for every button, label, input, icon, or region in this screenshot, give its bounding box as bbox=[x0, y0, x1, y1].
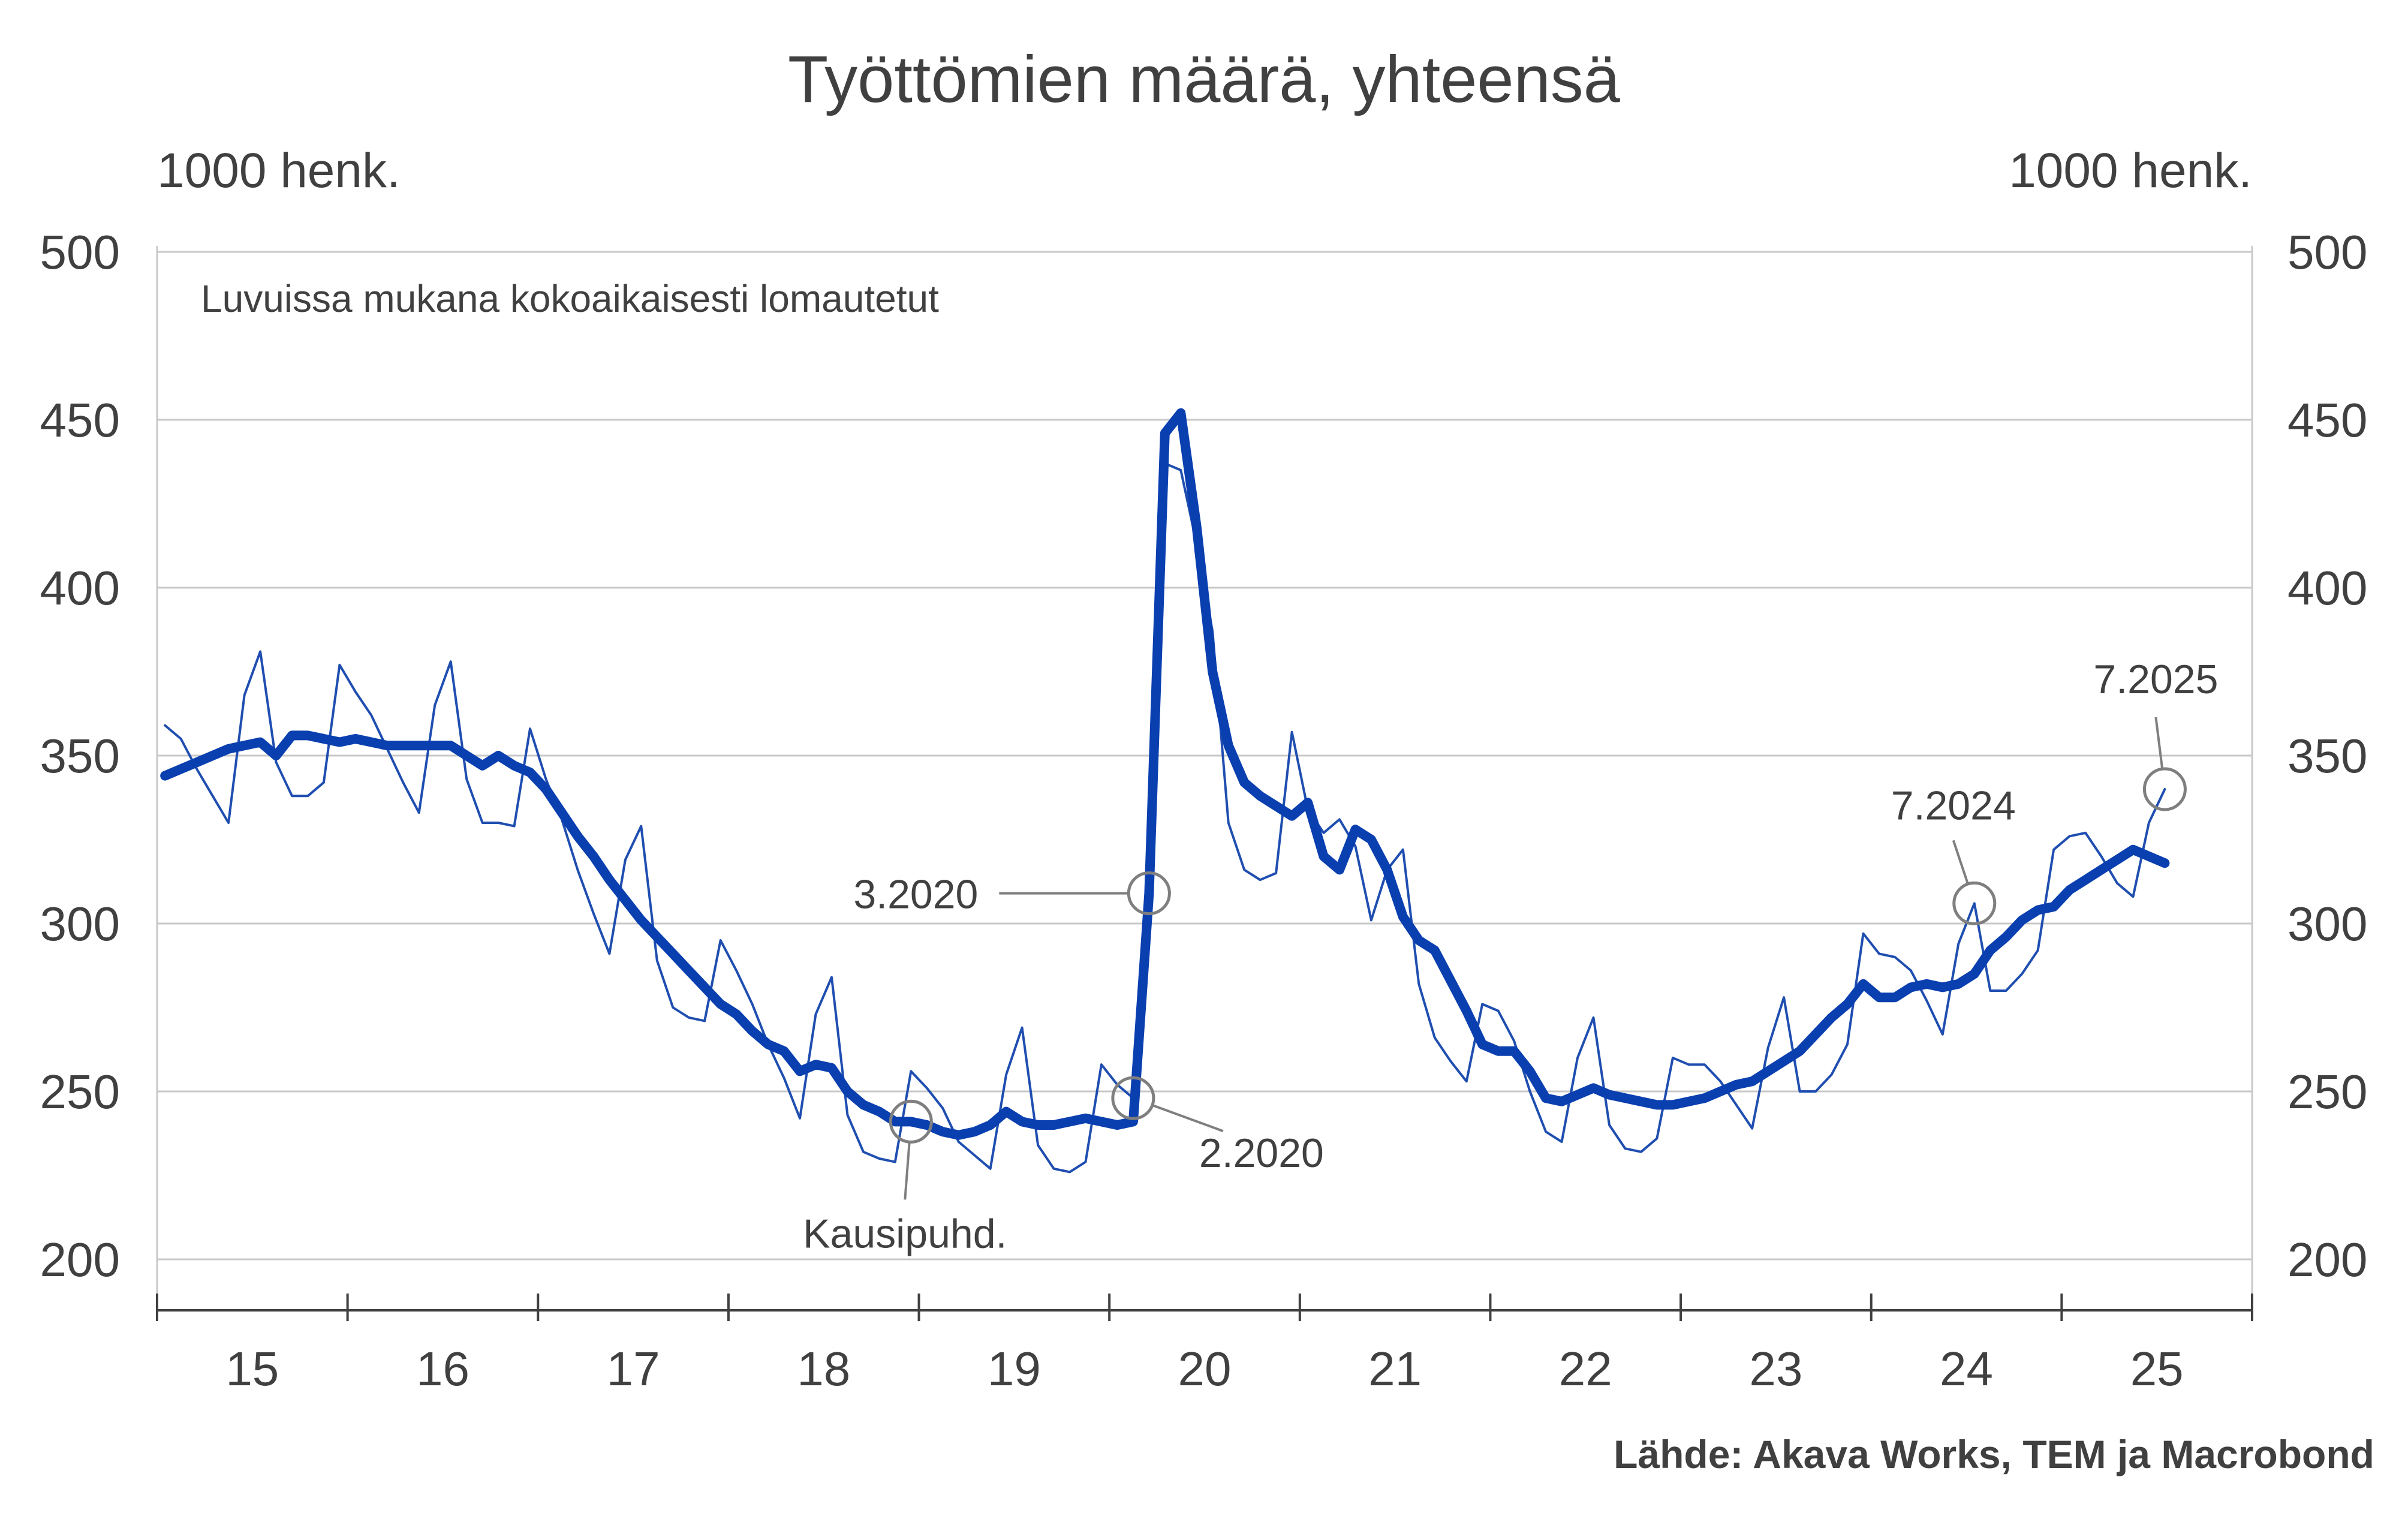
x-tick-label: 24 bbox=[1940, 1342, 1993, 1395]
y-axis-left: 200 250 300 350 400 450 500 bbox=[40, 225, 120, 1286]
y-tick-label-left: 450 bbox=[40, 393, 120, 447]
series-layer bbox=[160, 408, 2170, 1174]
x-tick-label: 21 bbox=[1368, 1342, 1422, 1395]
left-axis-unit: 1000 henk. bbox=[157, 143, 401, 198]
source-note: Lähde: Akava Works, TEM ja Macrobond bbox=[1614, 1432, 2374, 1476]
annotation-label: 3.2020 bbox=[853, 872, 978, 918]
annotation-leader bbox=[2154, 717, 2163, 768]
x-tick-label: 17 bbox=[607, 1342, 660, 1395]
y-tick-label-right: 450 bbox=[2287, 393, 2367, 447]
x-tick-label: 23 bbox=[1749, 1342, 1802, 1395]
chart-title: Työttömien määrä, yhteensä bbox=[788, 43, 1621, 116]
annotation-label: Kausipuhd. bbox=[803, 1211, 1007, 1256]
y-tick-label-right: 500 bbox=[2287, 225, 2367, 279]
x-tick-label: 25 bbox=[2130, 1342, 2184, 1395]
x-tick-label: 18 bbox=[797, 1342, 850, 1395]
y-tick-label-left: 250 bbox=[40, 1065, 120, 1118]
annotation-circle bbox=[1952, 881, 1997, 925]
right-axis-unit: 1000 henk. bbox=[2009, 143, 2252, 198]
x-tick-label: 20 bbox=[1178, 1342, 1232, 1395]
y-tick-label-left: 200 bbox=[40, 1233, 120, 1286]
y-tick-label-right: 250 bbox=[2287, 1065, 2367, 1118]
annotation-label: 2.2020 bbox=[1199, 1130, 1324, 1176]
x-tick-label: 19 bbox=[988, 1342, 1041, 1395]
y-tick-label-right: 400 bbox=[2287, 561, 2367, 615]
annotation-label: 7.2025 bbox=[2093, 657, 2218, 702]
y-tick-label-right: 350 bbox=[2287, 729, 2367, 783]
annotation-circle bbox=[1111, 1076, 1155, 1120]
annotation-circle bbox=[2142, 767, 2187, 811]
x-tick-label: 15 bbox=[225, 1342, 279, 1395]
y-tick-label-right: 300 bbox=[2287, 897, 2367, 950]
x-tick-label: 22 bbox=[1559, 1342, 1612, 1395]
x-axis: 15 16 17 18 19 20 21 22 23 24 25 bbox=[156, 1294, 2253, 1395]
annotation-leader bbox=[1152, 1104, 1224, 1133]
y-axis-right: 200 250 300 350 400 450 500 bbox=[2287, 225, 2367, 1286]
chart-note: Luvuissa mukana kokoaikaisesti lomautetu… bbox=[201, 277, 939, 320]
annotation-leader bbox=[904, 1143, 911, 1200]
annotation-circle bbox=[1127, 871, 1171, 916]
y-tick-label-left: 300 bbox=[40, 897, 120, 950]
y-tick-label-right: 200 bbox=[2287, 1233, 2367, 1286]
x-tick-label: 16 bbox=[416, 1342, 469, 1395]
annotation-circle bbox=[889, 1099, 933, 1144]
annotation-leader bbox=[1952, 840, 1969, 883]
y-tick-label-left: 400 bbox=[40, 561, 120, 615]
y-tick-label-left: 350 bbox=[40, 729, 120, 783]
annotations: 3.2020 2.2020 Kausipuhd. 7.2024 7.2025 bbox=[803, 657, 2218, 1256]
annotation-label: 7.2024 bbox=[1891, 783, 2016, 828]
series-trend-line bbox=[160, 408, 2170, 1140]
y-tick-label-left: 500 bbox=[40, 225, 120, 279]
